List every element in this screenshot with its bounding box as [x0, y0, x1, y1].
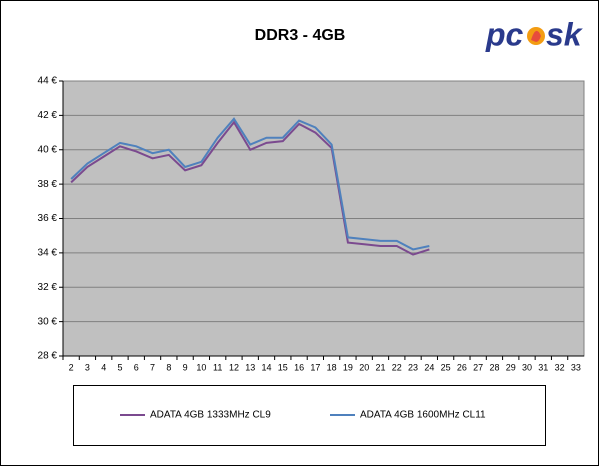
- legend: [73, 385, 546, 446]
- x-tick-label: 6: [134, 362, 139, 372]
- x-tick-label: 21: [375, 362, 385, 372]
- legend-label: ADATA 4GB 1333MHz CL9: [150, 410, 271, 421]
- x-tick-label: 27: [473, 362, 483, 372]
- x-tick-label: 29: [506, 362, 516, 372]
- x-tick-label: 17: [310, 362, 320, 372]
- x-tick-label: 2: [69, 362, 74, 372]
- legend-label: ADATA 4GB 1600MHz CL11: [360, 410, 486, 421]
- x-tick-label: 33: [571, 362, 581, 372]
- x-tick-label: 10: [196, 362, 206, 372]
- x-tick-label: 23: [408, 362, 418, 372]
- x-tick-label: 15: [278, 362, 288, 372]
- y-tick-label: 28 €: [38, 351, 58, 362]
- x-tick-label: 18: [327, 362, 337, 372]
- x-tick-label: 20: [359, 362, 369, 372]
- series-line: [70, 117, 430, 251]
- y-tick-label: 38 €: [38, 179, 58, 190]
- x-tick-label: 4: [101, 362, 106, 372]
- x-tick-label: 22: [392, 362, 402, 372]
- x-tick-label: 13: [245, 362, 255, 372]
- x-tick-label: 9: [183, 362, 188, 372]
- y-tick-label: 40 €: [38, 144, 58, 155]
- y-tick-label: 34 €: [38, 248, 58, 259]
- chart-title: DDR3 - 4GB: [255, 27, 346, 44]
- x-tick-label: 14: [262, 362, 272, 372]
- y-tick-label: 36 €: [38, 213, 58, 224]
- x-tick-label: 5: [117, 362, 122, 372]
- logo-text: sk: [546, 16, 584, 52]
- x-tick-label: 32: [555, 362, 565, 372]
- x-tick-label: 11: [213, 362, 222, 372]
- x-tick-label: 19: [343, 362, 353, 372]
- x-tick-label: 24: [424, 362, 434, 372]
- logo-text: pc: [485, 16, 524, 52]
- y-tick-label: 30 €: [38, 316, 58, 327]
- y-tick-label: 44 €: [38, 76, 58, 87]
- x-tick-label: 16: [294, 362, 304, 372]
- x-tick-label: 30: [522, 362, 532, 372]
- x-tick-label: 25: [441, 362, 451, 372]
- x-tick-label: 12: [229, 362, 239, 372]
- x-tick-label: 7: [150, 362, 155, 372]
- x-tick-label: 26: [457, 362, 467, 372]
- x-tick-label: 31: [538, 362, 548, 372]
- y-tick-label: 32 €: [38, 282, 58, 293]
- series-line: [70, 120, 430, 256]
- logo: pc sk: [485, 16, 584, 52]
- x-tick-label: 3: [85, 362, 90, 372]
- x-tick-label: 8: [166, 362, 171, 372]
- y-tick-label: 42 €: [38, 110, 58, 121]
- logo-flame: [531, 30, 541, 42]
- x-tick-label: 28: [489, 362, 499, 372]
